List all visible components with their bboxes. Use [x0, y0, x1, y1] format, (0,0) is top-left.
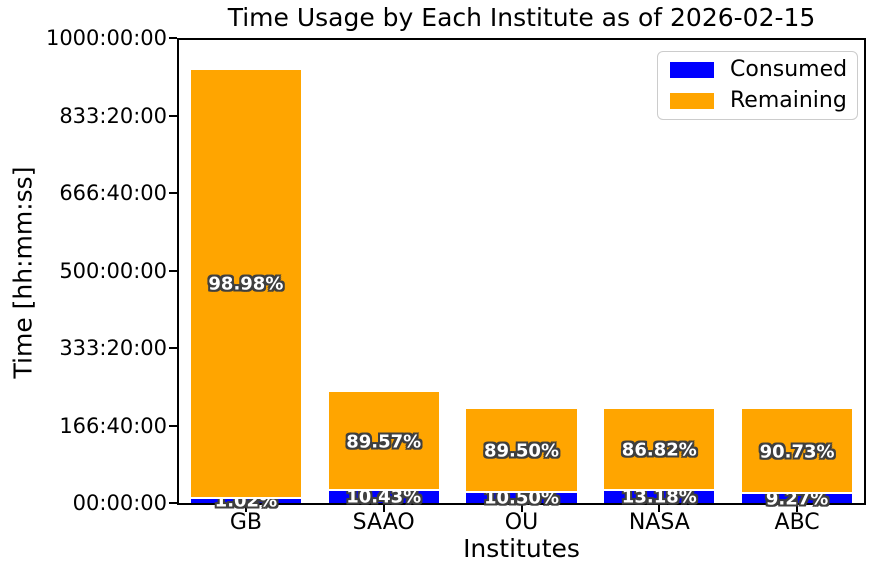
legend-label: Consumed: [730, 57, 848, 82]
bar-segment-consumed: [741, 494, 853, 503]
y-tick-mark: [169, 502, 177, 504]
y-tick-label: 00:00:00: [72, 491, 167, 515]
y-tick-mark: [169, 347, 177, 349]
y-tick-mark: [169, 114, 177, 117]
y-tick-mark: [169, 37, 177, 39]
bar-segment-remaining: [190, 69, 301, 499]
y-tick-mark: [169, 192, 177, 194]
y-tick-label: 166:40:00: [59, 413, 167, 438]
y-tick-label: 333:20:00: [59, 336, 167, 360]
bar-segment-remaining: [604, 409, 715, 491]
x-tick-label: GB: [229, 510, 262, 535]
bar-percent-label: 89.57%: [346, 431, 422, 453]
x-axis-label: Institutes: [463, 534, 580, 563]
x-tick-label: SAAO: [352, 510, 415, 535]
bar-percent-label: 10.43%: [346, 486, 422, 508]
chart-title: Time Usage by Each Institute as of 2026-…: [227, 3, 816, 32]
bar-percent-label: 89.50%: [484, 440, 559, 462]
y-tick-label: 1000:00:00: [45, 26, 167, 50]
bar-percent-label: 90.73%: [759, 441, 835, 463]
x-tick-mark: [244, 505, 247, 512]
x-tick-mark: [796, 505, 799, 512]
x-tick-mark: [658, 505, 661, 512]
y-tick-label: 833:20:00: [59, 103, 167, 128]
legend-item-consumed: Consumed: [670, 57, 848, 82]
y-tick-mark: [169, 424, 177, 427]
bar-segment-remaining: [328, 392, 439, 492]
legend-item-remaining: Remaining: [670, 88, 847, 113]
y-tick-label: 500:00:00: [59, 258, 167, 283]
bar-percent-label: 86.82%: [621, 439, 697, 461]
bar-segment-remaining: [741, 409, 853, 495]
x-tick-label: NASA: [628, 510, 690, 535]
plot-area: 00:00:00 166:40:00 333:20:00 500:00:00 666:4…: [46, 26, 866, 535]
bar-percent-label: 13.18%: [621, 486, 697, 508]
x-tick-mark: [520, 505, 523, 512]
legend-label: Remaining: [730, 88, 847, 113]
bar-segment-consumed: [604, 490, 715, 503]
bar-segment-consumed: [466, 493, 577, 503]
legend: Consumed Remaining: [657, 51, 858, 120]
remaining-swatch-icon: [670, 93, 714, 109]
bar-segment-remaining: [466, 409, 577, 494]
x-tick-mark: [382, 505, 385, 512]
y-tick-mark: [169, 269, 177, 272]
bar-segment-consumed: [328, 491, 439, 503]
y-tick-label: 666:40:00: [59, 181, 167, 205]
consumed-swatch-icon: [670, 62, 714, 78]
bar-segment-consumed: [190, 498, 301, 503]
bar-percent-label: 98.98%: [208, 273, 284, 295]
x-tick-label: OU: [504, 510, 539, 535]
x-tick-label: ABC: [774, 510, 820, 535]
